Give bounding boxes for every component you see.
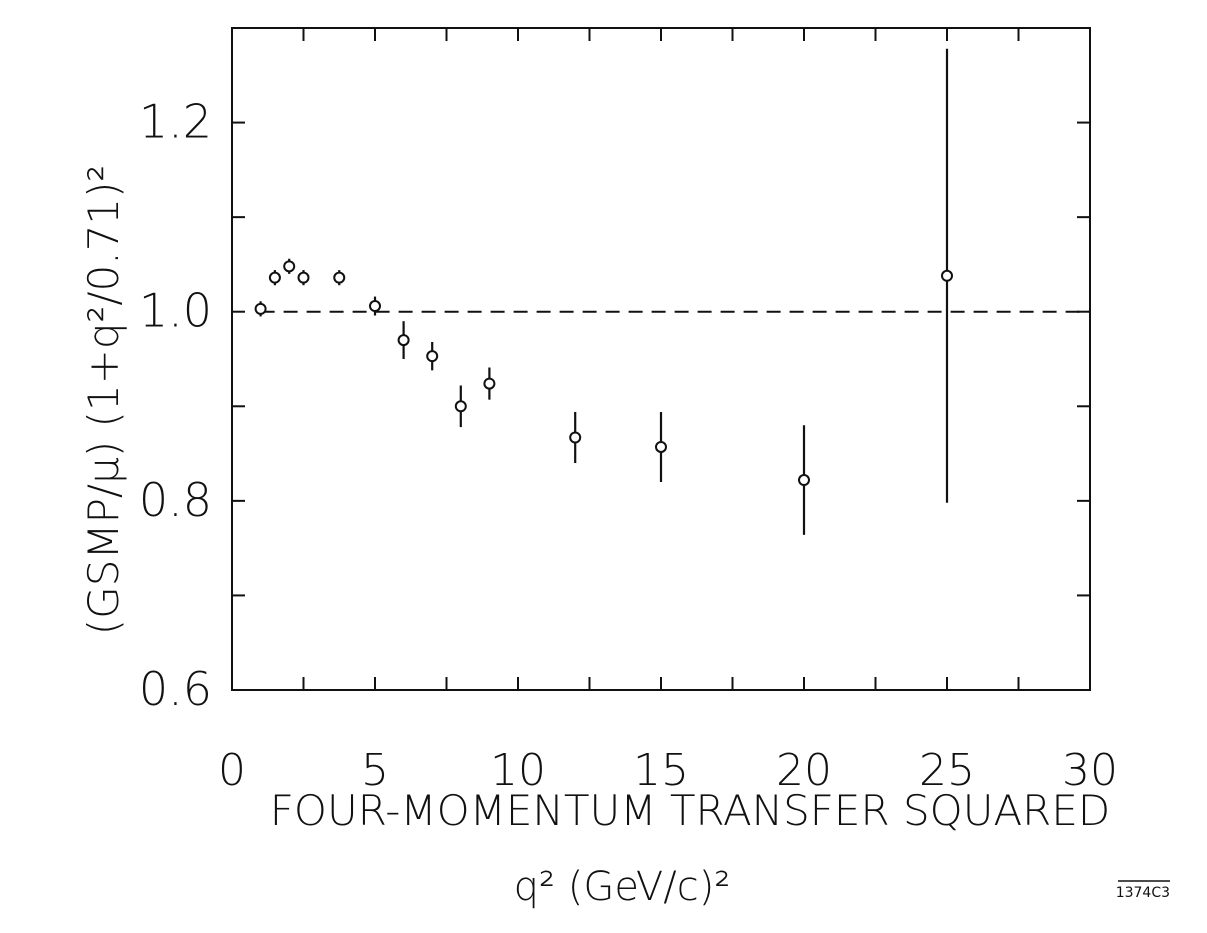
- x-tick-label: 20: [776, 745, 832, 796]
- data-point: [483, 377, 496, 390]
- data-point: [798, 474, 810, 487]
- data-point: [297, 271, 310, 284]
- data-point: [254, 302, 267, 315]
- x-tick-label: 10: [490, 745, 546, 796]
- data-point: [369, 300, 381, 313]
- data-point: [454, 400, 467, 413]
- data-point: [333, 271, 346, 284]
- data-point: [426, 350, 439, 363]
- figure-id-label: 1374C3: [1116, 885, 1170, 901]
- x-tick-label: 30: [1062, 745, 1118, 796]
- x-tick-label: 25: [919, 745, 975, 796]
- x-tick-label: 0: [218, 745, 246, 796]
- data-point: [397, 334, 410, 347]
- plot-frame: [231, 27, 1091, 691]
- y-tick-label: 0.6: [139, 662, 212, 716]
- data-point: [283, 260, 296, 273]
- y-axis-title-text: (GSMP/μ) (1+q²/0.71)²: [79, 165, 128, 635]
- x-axis-title-line2: q² (GeV/c)²: [514, 864, 731, 910]
- y-axis-title: (GSMP/μ) (1+q²/0.71)²: [79, 165, 128, 635]
- x-tick-label: 5: [361, 745, 389, 796]
- data-point: [569, 431, 582, 444]
- y-tick-label: 0.8: [139, 473, 212, 527]
- y-tick-label: 1.2: [139, 95, 212, 149]
- data-points: [254, 48, 953, 535]
- plot-frame-border: [231, 27, 1091, 691]
- data-point: [941, 269, 953, 282]
- x-axis-title-line1: FOUR-MOMENTUM TRANSFER SQUARED: [270, 786, 1111, 835]
- axis-ticks: [231, 27, 1091, 691]
- x-tick-label: 15: [633, 745, 689, 796]
- data-point: [268, 271, 281, 284]
- tick-labels: 0 5 10 15 20 25 30 0.6 0.8 1.0 1.2: [139, 95, 1118, 796]
- y-tick-label: 1.0: [139, 284, 212, 338]
- data-point: [655, 440, 667, 453]
